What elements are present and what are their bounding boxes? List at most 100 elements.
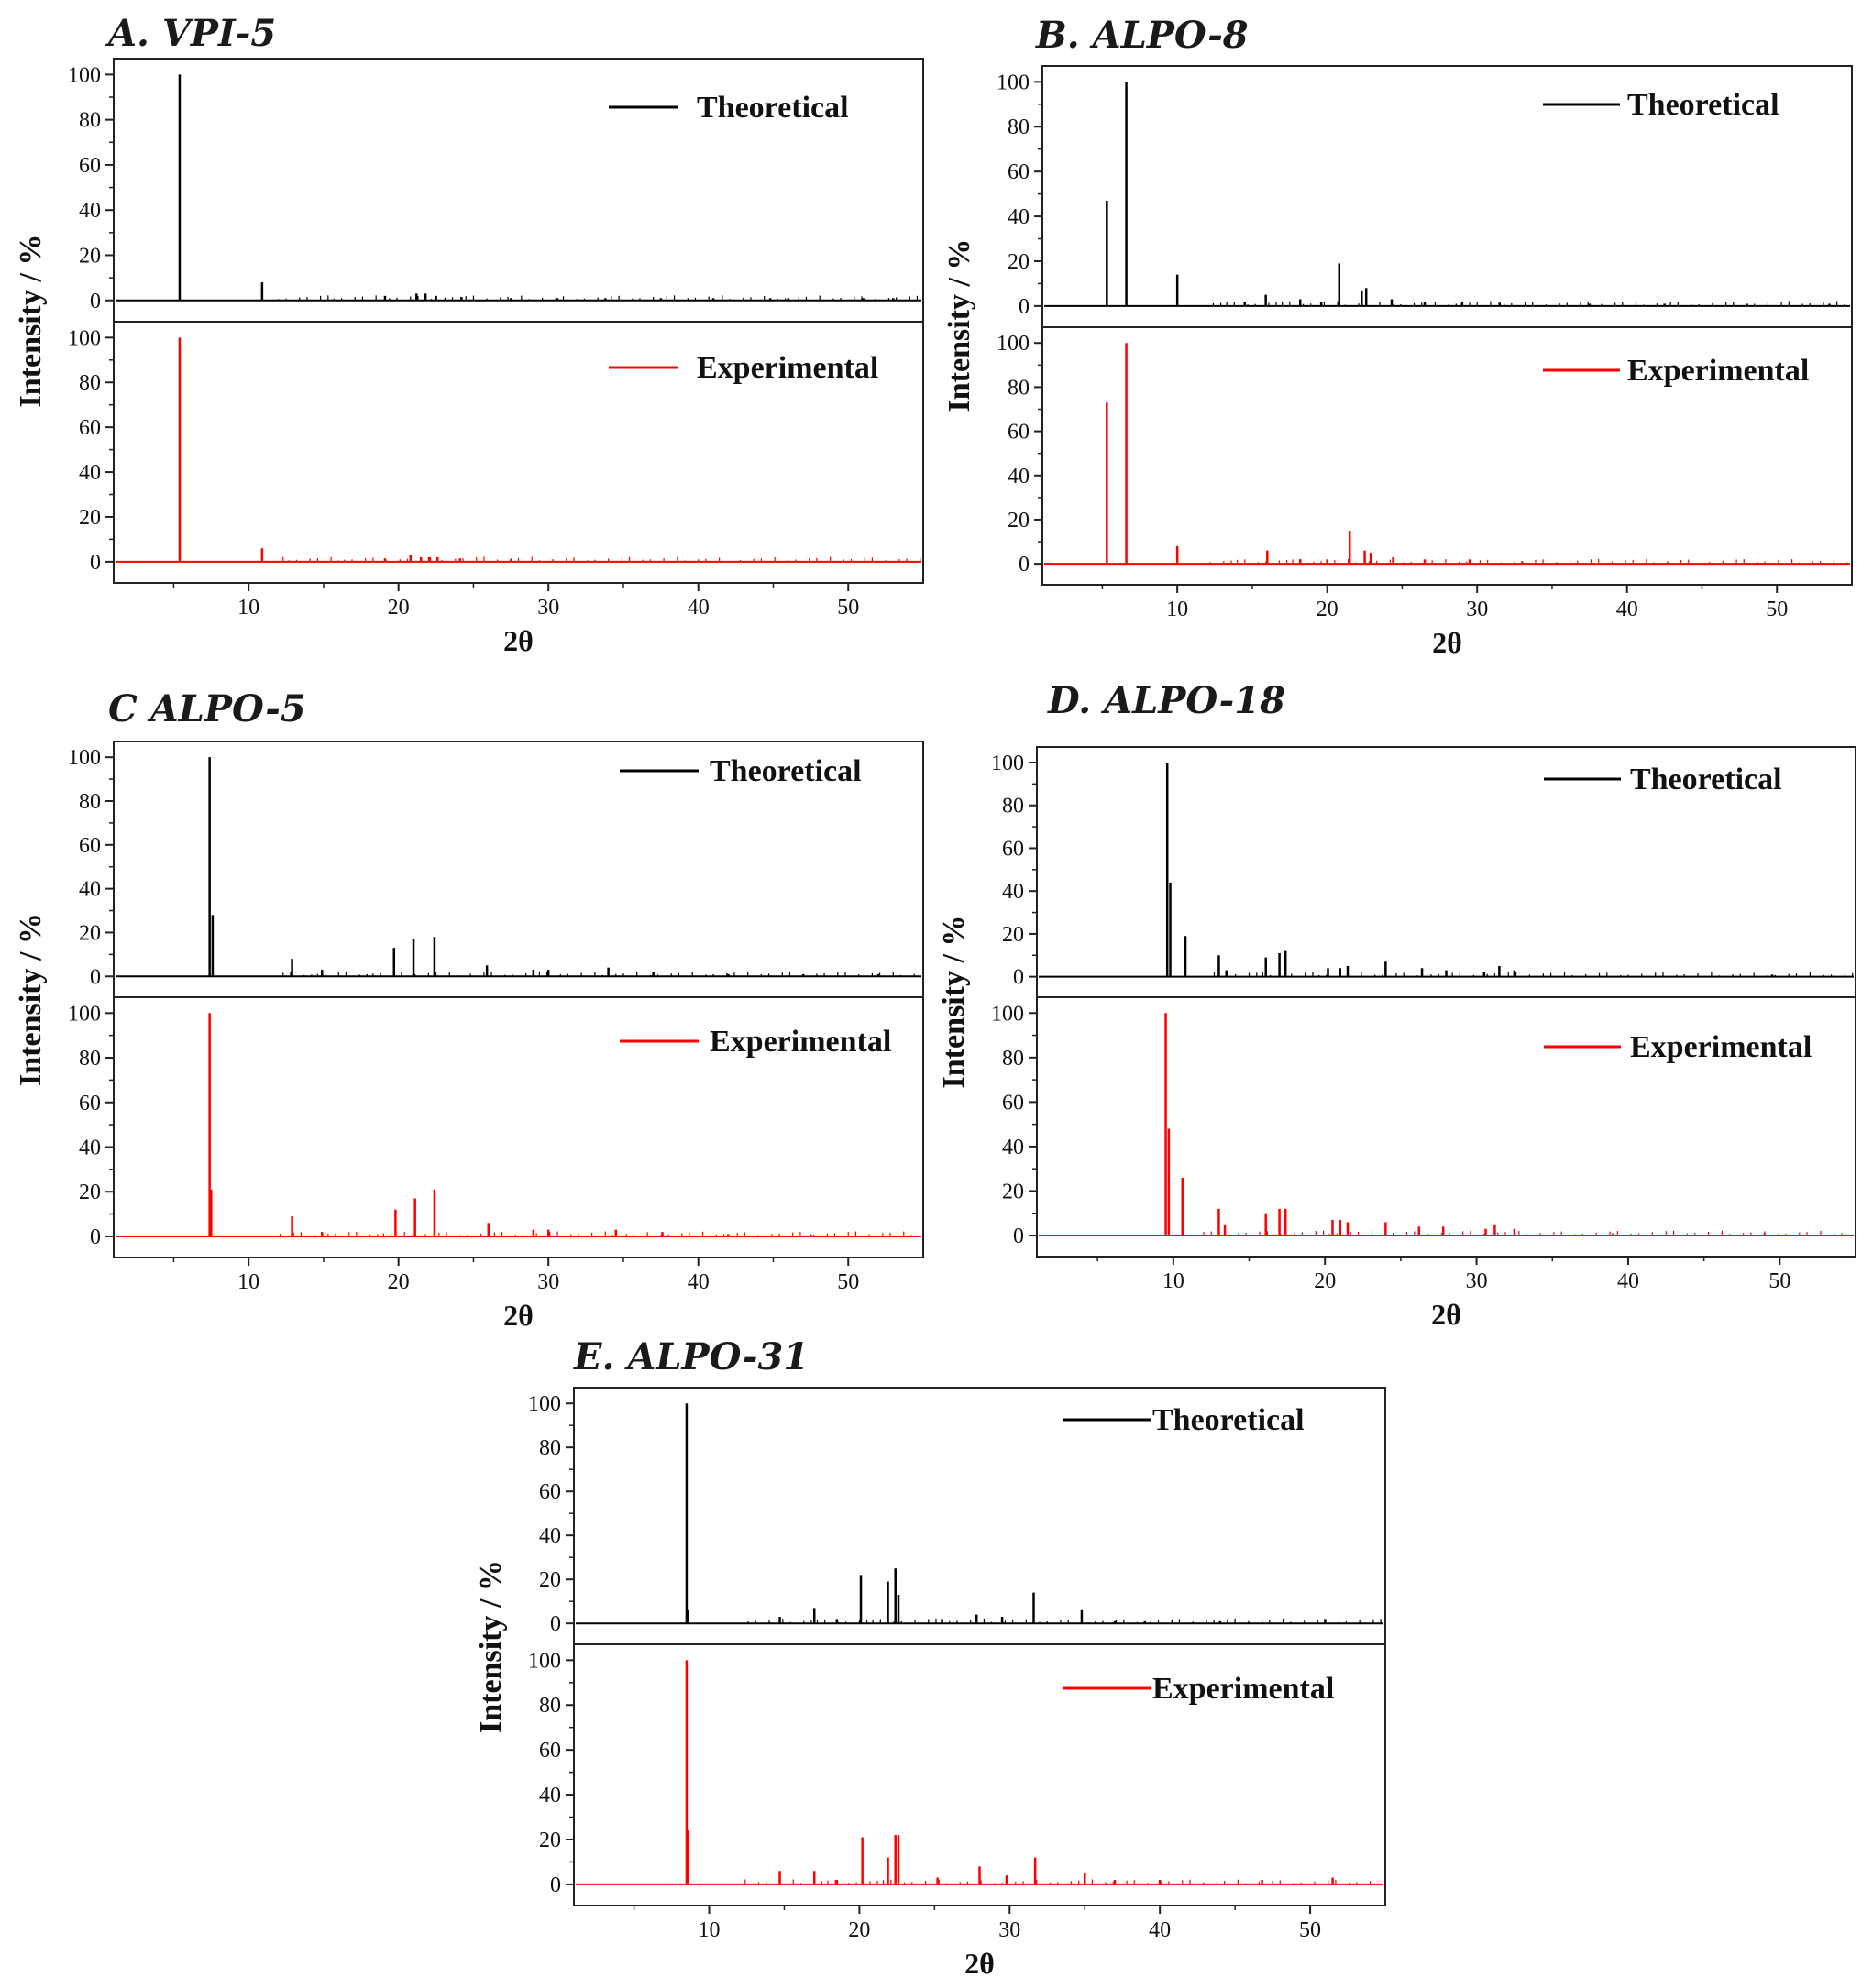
- y-tick-label: 80: [539, 1694, 561, 1718]
- y-tick-label: 40: [1008, 465, 1030, 489]
- series-experimental: [116, 1013, 921, 1237]
- x-tick-label: 50: [1299, 1918, 1321, 1942]
- y-tick-label: 100: [991, 1002, 1024, 1026]
- y-tick-label: 100: [68, 63, 101, 87]
- y-tick-label: 0: [550, 1612, 561, 1636]
- y-tick-label: 20: [1008, 250, 1030, 274]
- legend-label: Experimental: [1627, 354, 1809, 388]
- series-theoretical: [116, 74, 921, 302]
- y-tick-label: 100: [68, 1002, 101, 1026]
- x-tick-label: 50: [1766, 598, 1788, 621]
- y-tick-label: 40: [1002, 1136, 1024, 1159]
- y-tick-label: 0: [90, 290, 101, 313]
- panel-title: B. ALPO-8: [1035, 14, 1249, 57]
- y-tick-label: 40: [79, 461, 101, 485]
- x-tick-label: 10: [1166, 598, 1188, 621]
- chart-panel-2: B. ALPO-8 0 20 40 60 80 100 Theoretical 0 20 40 60 8…: [942, 14, 1853, 659]
- y-tick-label: 60: [79, 154, 101, 178]
- x-tick-label: 50: [837, 596, 859, 620]
- x-axis-label: 2θ: [503, 1299, 534, 1332]
- plot-frame: [113, 741, 924, 1258]
- plot-frame: [573, 1387, 1386, 1906]
- x-tick-label: 20: [1314, 1269, 1336, 1293]
- y-tick-label: 100: [991, 752, 1024, 775]
- legend-label: Experimental: [1630, 1030, 1812, 1064]
- plot-frame: [1036, 746, 1856, 1258]
- y-tick-label: 40: [79, 878, 101, 902]
- y-tick-label: 60: [539, 1739, 561, 1763]
- x-tick-label: 10: [237, 596, 259, 620]
- y-tick-label: 80: [79, 371, 101, 395]
- panel-title: C ALPO-5: [108, 687, 306, 730]
- legend-label: Theoretical: [1627, 88, 1779, 122]
- y-tick-label: 80: [79, 1047, 101, 1071]
- x-tick-label: 30: [537, 596, 559, 620]
- x-axis-label: 2θ: [964, 1947, 995, 1980]
- series-experimental: [1044, 343, 1850, 566]
- y-tick-label: 60: [79, 834, 101, 858]
- y-tick-label: 80: [1008, 115, 1030, 139]
- series-theoretical: [116, 757, 921, 978]
- series-theoretical: [1039, 763, 1854, 978]
- y-tick-label: 20: [79, 244, 101, 268]
- legend-label: Theoretical: [1630, 763, 1782, 796]
- y-tick-label: 60: [1008, 160, 1030, 184]
- y-axis-label: Intensity / %: [14, 913, 48, 1086]
- y-tick-label: 40: [1002, 880, 1024, 904]
- y-tick-label: 80: [79, 790, 101, 814]
- panel-title: D. ALPO-18: [1047, 679, 1285, 722]
- y-tick-label: 0: [90, 1225, 101, 1249]
- x-tick-label: 40: [1616, 598, 1638, 621]
- y-tick-label: 20: [539, 1568, 561, 1592]
- legend-label: Experimental: [697, 351, 878, 385]
- y-tick-label: 40: [79, 199, 101, 223]
- series-experimental: [576, 1660, 1383, 1885]
- x-tick-label: 10: [699, 1918, 721, 1942]
- y-tick-label: 80: [539, 1436, 561, 1460]
- y-tick-label: 40: [1008, 205, 1030, 229]
- y-tick-label: 20: [79, 506, 101, 530]
- y-tick-label: 60: [1002, 1091, 1024, 1115]
- chart-panel-3: C ALPO-5 0 20 40 60 80 100 Theoretical 0 20 40 60 80…: [14, 687, 924, 1332]
- y-tick-label: 0: [1013, 1225, 1024, 1248]
- panel-title: E. ALPO-31: [573, 1335, 809, 1378]
- x-tick-label: 30: [537, 1270, 559, 1294]
- y-tick-label: 80: [1008, 376, 1030, 400]
- panel-title: A. VPI-5: [105, 12, 276, 55]
- legend-label: Theoretical: [1152, 1403, 1305, 1437]
- x-tick-label: 10: [237, 1270, 259, 1294]
- y-tick-label: 40: [539, 1784, 561, 1807]
- y-tick-label: 80: [1002, 795, 1024, 818]
- x-tick-label: 50: [1768, 1269, 1790, 1293]
- y-axis-label: Intensity / %: [474, 1560, 508, 1733]
- y-tick-label: 100: [68, 326, 101, 350]
- series-experimental: [116, 337, 921, 563]
- y-tick-label: 60: [79, 416, 101, 440]
- y-tick-label: 40: [539, 1524, 561, 1548]
- x-tick-label: 40: [688, 596, 710, 620]
- chart-panel-4: D. ALPO-18 0 20 40 60 80 100 Theoretical 0 20 40 60…: [937, 679, 1856, 1331]
- x-tick-label: 50: [837, 1270, 859, 1294]
- x-tick-label: 30: [998, 1918, 1020, 1942]
- y-tick-label: 60: [1008, 421, 1030, 445]
- y-tick-label: 100: [528, 1392, 561, 1416]
- x-tick-label: 40: [688, 1270, 710, 1294]
- y-tick-label: 20: [539, 1829, 561, 1852]
- y-tick-label: 0: [550, 1873, 561, 1897]
- x-tick-label: 20: [388, 596, 410, 620]
- legend-label: Experimental: [710, 1025, 891, 1059]
- chart-panel-5: E. ALPO-31 0 20 40 60 80 100 Theoretical 0 20 40 60…: [474, 1335, 1386, 1980]
- x-tick-label: 20: [848, 1918, 870, 1942]
- y-tick-label: 0: [1019, 553, 1030, 577]
- y-tick-label: 0: [90, 965, 101, 989]
- x-axis-label: 2θ: [1431, 1298, 1461, 1331]
- y-tick-label: 100: [997, 71, 1030, 94]
- x-tick-label: 40: [1617, 1269, 1639, 1293]
- y-tick-label: 60: [79, 1092, 101, 1115]
- y-tick-label: 100: [68, 746, 101, 770]
- x-tick-label: 20: [1317, 598, 1339, 621]
- y-axis-label: Intensity / %: [937, 916, 971, 1089]
- y-tick-label: 60: [1002, 837, 1024, 861]
- y-tick-label: 0: [90, 551, 101, 575]
